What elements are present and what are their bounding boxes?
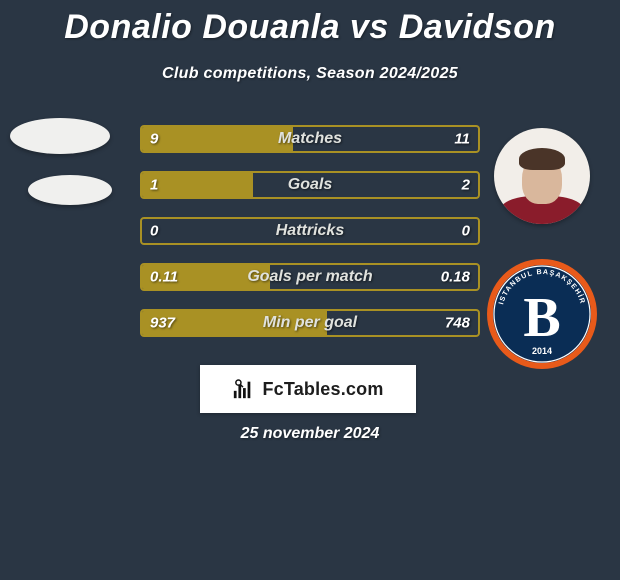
svg-text:2014: 2014 — [532, 346, 552, 356]
stat-bar-left-fill — [142, 127, 293, 151]
stat-value-player2: 11 — [454, 131, 470, 148]
player2-club-badge: ISTANBUL BAŞAKŞEHİR B 2014 — [486, 258, 598, 370]
stat-value-player1: 0 — [150, 223, 158, 240]
stat-bar-left-fill — [142, 173, 253, 197]
stat-value-player2: 748 — [445, 315, 470, 332]
date-text: 25 november 2024 — [0, 425, 620, 443]
svg-text:B: B — [523, 287, 560, 349]
stat-bars: Matches911 Goals12 Hattricks0 0 Goals per ma… — [140, 125, 480, 355]
page-title: Donalio Douanla vs Davidson — [0, 0, 620, 47]
stat-row: Goals per match0.110.18 — [140, 263, 480, 291]
player1-club-placeholder — [28, 175, 112, 205]
stat-row: Goals12 — [140, 171, 480, 199]
stat-value-player2: 2 — [462, 177, 470, 194]
comparison-card: Donalio Douanla vs Davidson Club competi… — [0, 0, 620, 580]
stat-row: Matches911 — [140, 125, 480, 153]
fctables-badge: FcTables.com — [200, 365, 416, 413]
stat-bar-left-fill — [142, 311, 327, 335]
player2-avatar — [494, 128, 590, 224]
stat-label: Hattricks — [142, 222, 478, 240]
fctables-bars-icon — [232, 378, 254, 400]
stat-row: Hattricks0 0 — [140, 217, 480, 245]
stat-value-player2: 0 — [462, 223, 470, 240]
stat-value-player2: 0.18 — [441, 269, 470, 286]
stat-bar-left-fill — [142, 265, 270, 289]
subtitle: Club competitions, Season 2024/2025 — [0, 65, 620, 83]
player1-avatar-placeholder — [10, 118, 110, 154]
stat-row: Min per goal937748 — [140, 309, 480, 337]
fctables-text: FcTables.com — [262, 379, 383, 400]
